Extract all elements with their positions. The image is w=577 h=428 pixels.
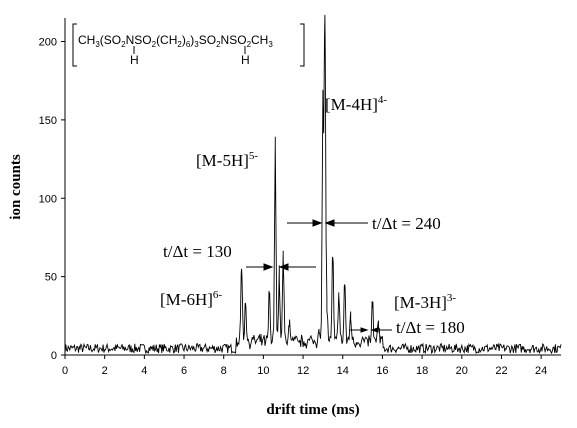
x-tick-label: 24 xyxy=(535,365,547,377)
formula-h-1: H xyxy=(130,53,139,67)
formula-bracket-left xyxy=(72,23,77,67)
x-tick-label: 4 xyxy=(141,365,147,377)
arrow-240-left-head xyxy=(312,219,323,227)
formula-part: (CH xyxy=(156,33,177,47)
resolution-180-arrows xyxy=(350,327,392,333)
label-m3h-text: [M-3H] xyxy=(394,293,447,312)
arrow-180-right-head xyxy=(370,327,379,333)
spectrum-line xyxy=(64,14,562,355)
label-m5h: [M-5H]5- xyxy=(196,150,258,170)
resolution-240-arrows xyxy=(287,219,368,227)
resolution-240-label: t/Δt = 240 xyxy=(372,214,441,233)
label-m3h: [M-3H]3- xyxy=(394,292,456,312)
y-tick-label: 100 xyxy=(39,193,57,205)
formula-part: (SO xyxy=(100,33,121,47)
y-tick-label: 0 xyxy=(51,350,57,362)
formula-part: SO xyxy=(199,33,216,47)
formula-subscript: 2 xyxy=(177,40,182,49)
formula-h-2: H xyxy=(241,53,250,67)
y-axis-title: ion counts xyxy=(8,154,24,220)
x-axis-title: drift time (ms) xyxy=(266,402,359,418)
label-m4h: [M-4H]4- xyxy=(325,94,387,114)
formula-subscript: 2 xyxy=(216,40,221,49)
formula-part: N xyxy=(126,33,135,47)
arrow-240-right-head xyxy=(324,219,335,227)
x-tick-label: 16 xyxy=(376,365,388,377)
y-tick-label: 200 xyxy=(39,37,57,49)
formula-subscript: 2 xyxy=(121,40,126,49)
label-m4h-charge: 4- xyxy=(378,94,388,106)
resolution-130-arrows xyxy=(246,263,316,271)
arrow-130-left-head xyxy=(263,263,274,271)
y-ticks: 0 50 100 150 200 xyxy=(39,37,65,362)
arrow-180-left-head xyxy=(360,327,369,333)
label-m6h-charge: 6- xyxy=(213,289,223,301)
x-tick-label: 6 xyxy=(181,365,187,377)
label-m5h-text: [M-5H] xyxy=(196,151,249,170)
x-tick-label: 22 xyxy=(495,365,507,377)
x-tick-label: 14 xyxy=(337,365,349,377)
formula-part: SO xyxy=(229,33,246,47)
formula-part: ) xyxy=(182,33,186,47)
x-tick-label: 0 xyxy=(62,365,68,377)
formula-subscript: 3 xyxy=(95,40,100,49)
label-m3h-charge: 3- xyxy=(447,292,457,304)
arrow-130-right-head xyxy=(278,263,289,271)
formula-part: N xyxy=(221,33,230,47)
formula-part: CH xyxy=(78,33,95,47)
label-m6h: [M-6H]6- xyxy=(160,289,222,309)
x-tick-label: 2 xyxy=(102,365,108,377)
formula-part: SO xyxy=(134,33,151,47)
x-tick-label: 18 xyxy=(416,365,428,377)
label-m5h-charge: 5- xyxy=(249,150,259,162)
x-ticks: 0 2 4 6 8 10 12 14 16 18 20 22 24 xyxy=(62,355,547,377)
formula-part: CH xyxy=(251,33,268,47)
y-tick-label: 50 xyxy=(45,272,57,284)
formula-subscript: 3 xyxy=(194,40,199,49)
formula-subscript: 2 xyxy=(247,40,252,49)
label-m4h-text: [M-4H] xyxy=(325,95,378,114)
label-m6h-text: [M-6H] xyxy=(160,290,213,309)
formula-subscript: 2 xyxy=(152,40,157,49)
y-tick-label: 150 xyxy=(39,115,57,127)
resolution-180-label: t/Δt = 180 xyxy=(396,318,465,337)
x-tick-label: 8 xyxy=(221,365,227,377)
formula-bracket-right xyxy=(300,23,305,67)
x-tick-label: 20 xyxy=(456,365,468,377)
formula-subscript: 3 xyxy=(268,40,273,49)
formula-box: CH3(SO2NSO2(CH2)6)3SO2NSO2CH3 H H xyxy=(72,23,305,67)
x-tick-label: 12 xyxy=(297,365,309,377)
x-tick-label: 10 xyxy=(257,365,269,377)
formula-subscript: 6 xyxy=(186,40,191,49)
resolution-130-label: t/Δt = 130 xyxy=(163,242,232,261)
formula-text: CH3(SO2NSO2(CH2)6)3SO2NSO2CH3 xyxy=(78,33,273,49)
formula-part: ) xyxy=(190,33,194,47)
